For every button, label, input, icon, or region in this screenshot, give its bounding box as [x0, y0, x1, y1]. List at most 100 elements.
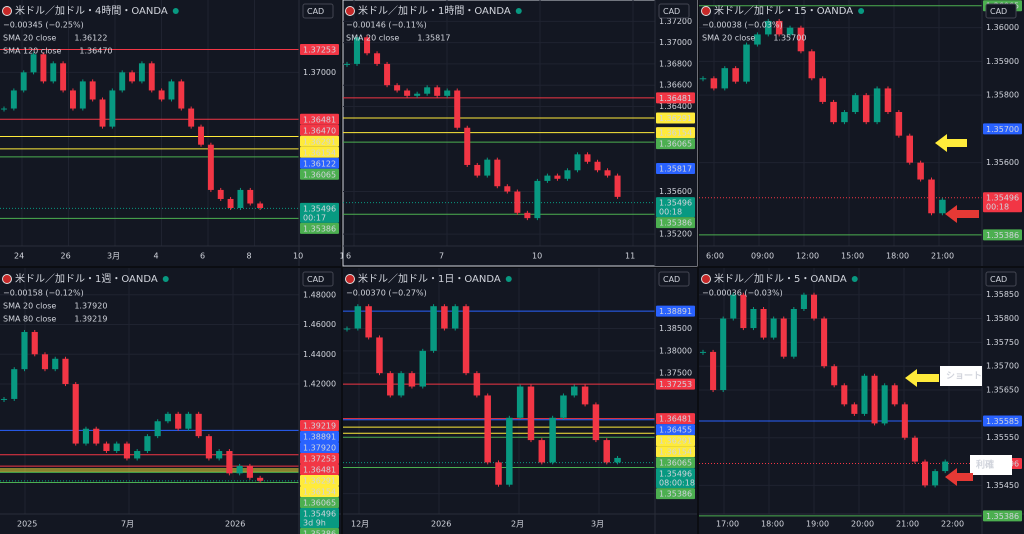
- price-change: −0.00158 (−0.12%): [3, 289, 84, 298]
- candle: [138, 63, 145, 82]
- price-tag-label: 1.36122: [303, 159, 336, 168]
- candle: [257, 203, 264, 209]
- candle: [99, 99, 106, 127]
- market-status: [858, 8, 865, 14]
- candle: [384, 63, 391, 86]
- arrow: [905, 369, 939, 387]
- x-tick-label: 17:00: [716, 520, 739, 529]
- price-tag-label: 1.37253: [659, 380, 692, 389]
- candle: [441, 306, 448, 329]
- y-tick-label: 1.35550: [986, 433, 1019, 442]
- y-tick-label: 1.35800: [986, 314, 1019, 323]
- candle: [554, 175, 561, 179]
- candle: [884, 88, 892, 113]
- price-tag: [300, 146, 339, 158]
- price-tag-label: 1.36481: [659, 94, 692, 103]
- y-tick-label: 1.35600: [659, 187, 692, 196]
- candle: [942, 461, 949, 472]
- x-tick-label: 3月: [591, 520, 604, 529]
- candle: [861, 375, 868, 414]
- indicator-value: 1.36470: [79, 47, 112, 56]
- price-tag-label: 1.36154: [659, 448, 692, 457]
- x-tick-label: 10: [293, 252, 303, 261]
- price-tag-label: 1.38891: [659, 307, 692, 316]
- price-tag-label: 1.35386: [303, 529, 336, 534]
- candle: [841, 112, 848, 123]
- market-status: [505, 276, 512, 282]
- price-tag-label: 1.36291: [303, 137, 336, 146]
- price-tag: [983, 123, 1022, 135]
- candle: [765, 20, 772, 35]
- x-tick-label: 18:00: [761, 520, 784, 529]
- x-tick-label: 2月: [511, 520, 524, 529]
- price-tag-label: 1.36481: [303, 465, 336, 474]
- candle: [504, 186, 511, 192]
- price-tag: [656, 378, 695, 390]
- price-tag-label: 1.36455: [659, 426, 692, 435]
- candle: [123, 443, 131, 459]
- market-status: [172, 8, 179, 14]
- candle: [592, 404, 600, 441]
- currency-button[interactable]: [302, 271, 334, 287]
- candle: [30, 54, 37, 73]
- price-change: −0.00370 (−0.27%): [346, 289, 427, 298]
- price-tag: [656, 92, 695, 104]
- candle: [72, 384, 79, 444]
- price-tag: [300, 222, 339, 234]
- price-tag-label: 1.36470: [303, 126, 336, 135]
- price-tag: [656, 217, 695, 229]
- indicator-name: SMA 20 close: [3, 34, 56, 43]
- price-tag: [300, 202, 339, 223]
- indicator-value: 1.39219: [74, 315, 107, 324]
- price-tag: [656, 413, 695, 425]
- candle: [134, 451, 141, 459]
- panel: [699, 0, 1024, 266]
- indicator-value: 1.35817: [417, 34, 450, 43]
- x-tick-label: 26: [61, 252, 71, 261]
- candle: [584, 154, 591, 162]
- currency-button[interactable]: [658, 271, 690, 287]
- currency-button[interactable]: [985, 3, 1017, 19]
- symbol-icon: [345, 274, 355, 284]
- candle: [404, 90, 411, 96]
- indicator-value: 1.35700: [773, 34, 806, 43]
- price-tag: [983, 415, 1022, 427]
- candle: [464, 127, 471, 165]
- candle: [168, 81, 175, 100]
- y-tick-label: 1.38000: [659, 346, 692, 355]
- annotation: 利確: [975, 459, 994, 471]
- candle: [516, 386, 524, 418]
- price-tag: [983, 229, 1022, 241]
- price-tag: [300, 496, 339, 508]
- candle: [710, 78, 718, 89]
- currency-button[interactable]: [302, 3, 334, 19]
- candle: [50, 63, 57, 82]
- price-tag: [656, 305, 695, 317]
- x-tick-label: 22:00: [941, 520, 964, 529]
- candle: [62, 358, 69, 385]
- indicator-name: SMA 20 close: [3, 302, 56, 311]
- candle: [604, 170, 611, 176]
- market-status: [851, 276, 858, 282]
- candle: [862, 95, 870, 123]
- price-tag: [656, 446, 695, 458]
- price-tag-label: 1.35496: [303, 204, 336, 213]
- price-axis: [982, 268, 1024, 534]
- price-tag-label: 1.36291: [659, 114, 692, 123]
- candle: [808, 51, 816, 79]
- currency-label: CAD: [663, 275, 680, 284]
- currency-button[interactable]: [658, 3, 690, 19]
- price-tag: [656, 435, 695, 447]
- price-tag: [300, 507, 339, 528]
- x-tick-label: 6:00: [706, 252, 724, 261]
- currency-button[interactable]: [985, 271, 1017, 287]
- y-tick-label: 1.35800: [986, 91, 1019, 100]
- candle: [41, 354, 49, 370]
- candle: [581, 386, 589, 405]
- indicator-name: SMA 80 close: [3, 315, 56, 324]
- price-tag: [656, 424, 695, 436]
- price-tag: [300, 43, 339, 55]
- chart-title: 米ドル／加ドル・1週・OANDA: [15, 272, 158, 285]
- y-tick-label: 1.37000: [303, 68, 336, 77]
- price-tag: [656, 138, 695, 150]
